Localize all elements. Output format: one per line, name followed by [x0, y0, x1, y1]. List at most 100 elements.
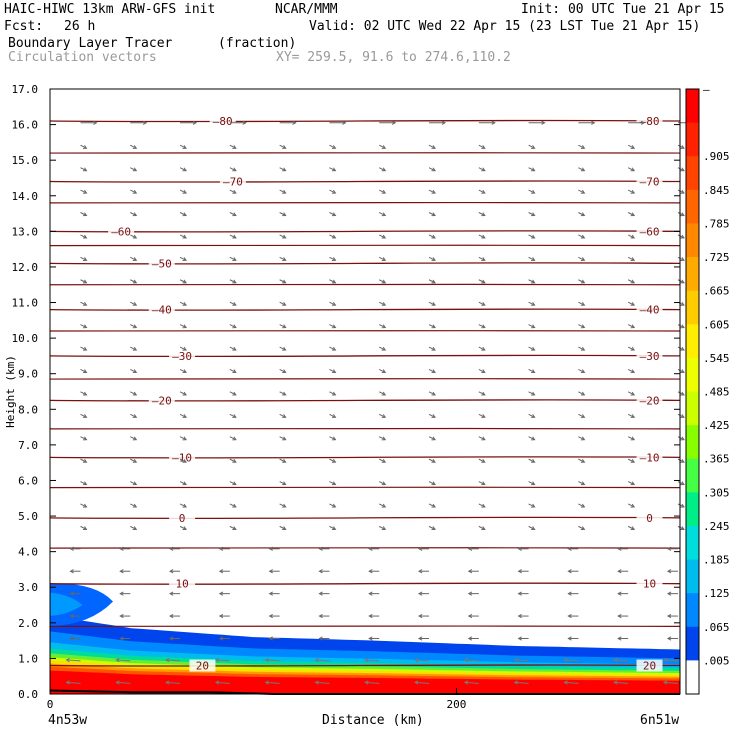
- wind-vector-head: [218, 636, 224, 641]
- wind-vector-head: [169, 591, 174, 596]
- wind-vector-head: [132, 279, 138, 284]
- wind-vector-head: [431, 346, 436, 351]
- colorbar-label: .245: [703, 520, 730, 533]
- wind-vector: [379, 458, 386, 463]
- wind-vector: [677, 391, 685, 396]
- wind-vector: [130, 413, 137, 418]
- wind-vector-head: [282, 212, 287, 217]
- wind-vector-head: [666, 636, 672, 641]
- contour-label-bg: [636, 225, 663, 238]
- wind-vector: [627, 458, 635, 463]
- wind-vector: [130, 279, 137, 284]
- wind-vector: [66, 681, 81, 684]
- wind-vector-head: [513, 680, 518, 685]
- wind-vector-head: [232, 503, 237, 508]
- wind-vector: [414, 659, 430, 662]
- wind-vector-head: [169, 613, 174, 619]
- wind-vector: [379, 413, 386, 418]
- wind-vector-head: [331, 436, 337, 441]
- wind-vector: [130, 525, 137, 530]
- wind-vector: [315, 681, 330, 684]
- wind-vector: [627, 167, 635, 172]
- wind-vector-head: [666, 613, 672, 619]
- wind-vector-head: [580, 145, 586, 149]
- wind-vector-head: [368, 636, 373, 641]
- wind-vector-head: [132, 234, 138, 239]
- wind-vector-head: [192, 120, 198, 125]
- wind-vector: [365, 681, 380, 684]
- wind-vector-head: [268, 569, 273, 574]
- wind-vector-head: [232, 234, 237, 239]
- wind-vector: [578, 167, 585, 172]
- wind-vector: [677, 234, 685, 239]
- wind-vector: [514, 659, 529, 662]
- wind-vector-head: [567, 591, 572, 596]
- wind-vector: [80, 234, 87, 239]
- wind-vector: [130, 167, 137, 172]
- wind-vector-head: [531, 257, 536, 261]
- wind-vector-head: [82, 503, 88, 508]
- init-time: Init: 00 UTC Tue 21 Apr 15: [521, 2, 725, 17]
- colorbar-swatch: [686, 122, 699, 157]
- wind-vector-head: [417, 546, 423, 551]
- y-tick-label: 14.0: [12, 190, 39, 203]
- wind-vector-head: [182, 391, 187, 396]
- wind-vector-head: [368, 546, 373, 551]
- field-units: (fraction): [218, 36, 297, 51]
- wind-vector: [478, 525, 486, 530]
- contour-label: –40: [640, 304, 660, 317]
- contour-label: 0: [179, 512, 186, 525]
- isotherm-line-labeled: [49, 664, 681, 667]
- y-tick-label: 9.0: [18, 368, 38, 381]
- isotherm-line-labeled: [49, 180, 681, 183]
- wind-vector-head: [331, 346, 337, 351]
- wind-vector-head: [282, 234, 287, 239]
- wind-vector-head: [431, 257, 436, 261]
- wind-vector: [478, 481, 486, 485]
- isotherm-line: [49, 625, 681, 628]
- wind-vector-head: [463, 680, 469, 685]
- wind-vector-head: [182, 257, 187, 261]
- wind-vector-head: [331, 369, 337, 374]
- colorbar-swatch: [686, 492, 699, 527]
- wind-vector-head: [82, 414, 88, 418]
- forecast-hour: 26 h: [64, 19, 96, 34]
- wind-vector-head: [218, 546, 224, 551]
- wind-vector-head: [318, 569, 323, 574]
- wind-vector-head: [531, 145, 536, 149]
- wind-vector-head: [381, 346, 387, 351]
- wind-vector-head: [531, 279, 536, 284]
- wind-vector-head: [630, 279, 636, 284]
- wind-vector: [677, 525, 685, 530]
- wind-vector: [677, 481, 685, 485]
- wind-vector-head: [381, 436, 387, 441]
- wind-vector: [428, 346, 436, 351]
- wind-vector: [229, 346, 237, 351]
- wind-vector: [179, 167, 187, 172]
- wind-vector-head: [630, 302, 636, 306]
- contour-label: –10: [172, 451, 192, 464]
- wind-vector: [677, 413, 685, 418]
- wind-vector-head: [282, 189, 287, 194]
- wind-vector-head: [381, 526, 387, 531]
- wind-vector-head: [318, 591, 323, 596]
- wind-vector-head: [282, 414, 287, 418]
- wind-vector-head: [69, 613, 74, 619]
- wind-vector: [80, 391, 87, 396]
- wind-vector: [80, 525, 87, 530]
- wind-vector-head: [541, 120, 546, 125]
- x-right-location: 6n51w: [640, 713, 680, 728]
- isotherm-line-labeled: [49, 399, 681, 402]
- wind-vector-head: [381, 302, 387, 306]
- wind-vector: [478, 279, 486, 284]
- wind-vector: [428, 458, 436, 463]
- wind-vector-head: [242, 120, 247, 125]
- wind-vector-head: [630, 145, 636, 149]
- wind-vector: [130, 346, 137, 351]
- wind-vector: [627, 234, 635, 239]
- wind-vector-head: [531, 481, 536, 486]
- contour-label: 0: [646, 512, 653, 525]
- wind-vector-head: [481, 526, 486, 531]
- wind-vector-head: [580, 346, 586, 351]
- wind-vector: [179, 301, 187, 306]
